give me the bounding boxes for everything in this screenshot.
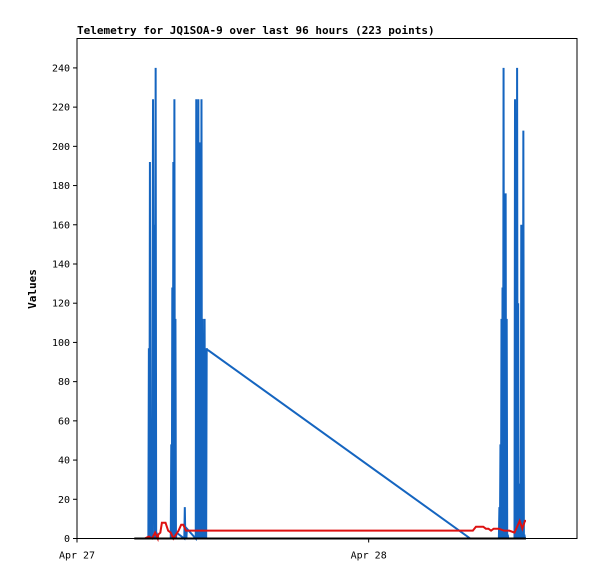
- y-tick-label: 40: [58, 456, 70, 467]
- y-tick-label: 160: [52, 220, 70, 231]
- series-line-1: [147, 67, 526, 542]
- y-tick-label: 60: [58, 416, 70, 427]
- x-axis: Apr 27 Apr 28: [59, 538, 387, 562]
- y-tick-label: 120: [52, 299, 70, 310]
- y-tick-label: 100: [52, 338, 70, 349]
- y-tick-label: 80: [58, 377, 70, 388]
- y-tick-label: 140: [52, 259, 70, 270]
- x-tick-label: Apr 28: [351, 551, 387, 562]
- y-tick-label: 240: [52, 63, 70, 74]
- chart-title: Telemetry for JQ1SOA-9 over last 96 hour…: [77, 24, 435, 37]
- y-tick-label: 20: [58, 495, 70, 506]
- series-line-2: [144, 518, 526, 543]
- y-tick-label: 180: [52, 181, 70, 192]
- y-axis-title: Values: [26, 269, 39, 309]
- plot-frame: [76, 38, 578, 539]
- y-axis: 0 20 40 60 80 100 120 140 160 180 200 220 240: [52, 63, 77, 545]
- y-tick-label: 220: [52, 103, 70, 114]
- y-tick-label: 0: [64, 534, 70, 545]
- x-tick-label: Apr 27: [59, 551, 95, 562]
- series-layer: [134, 67, 526, 543]
- y-tick-label: 200: [52, 142, 70, 153]
